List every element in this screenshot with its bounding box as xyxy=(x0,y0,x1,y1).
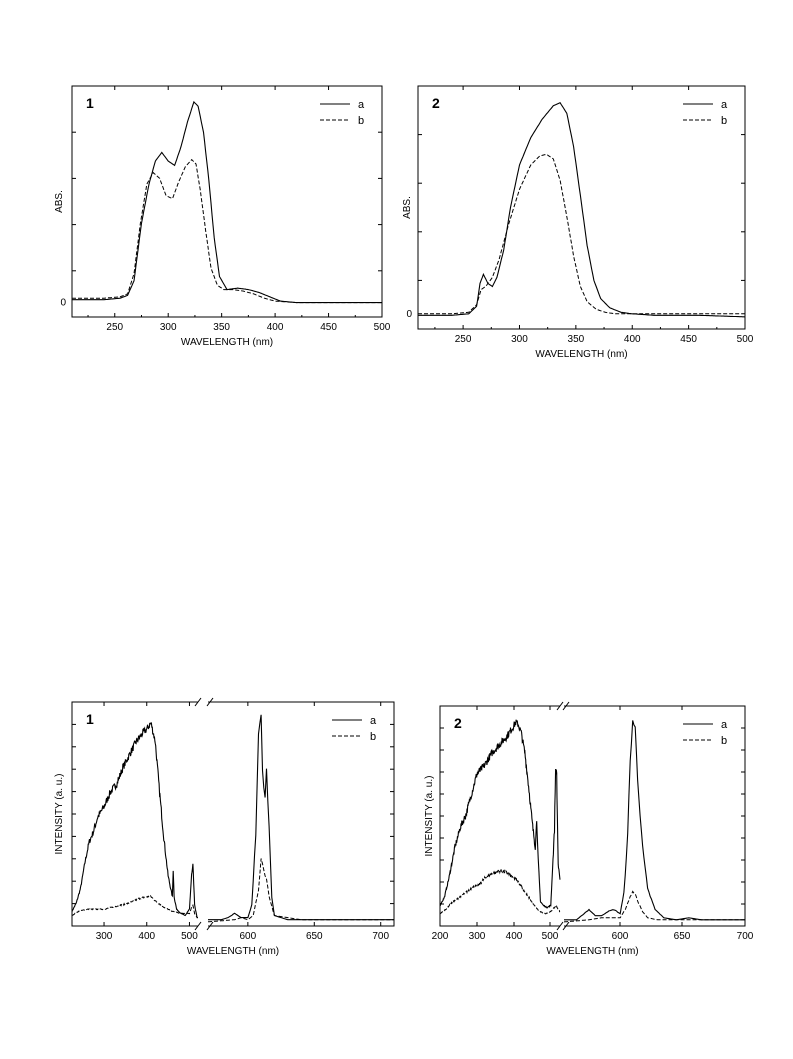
x-tick-label: 500 xyxy=(542,931,559,942)
series-line-b xyxy=(72,158,382,304)
axis-break-mark xyxy=(206,697,214,707)
x-tick-label: 400 xyxy=(267,322,284,333)
series-line-a xyxy=(72,100,382,304)
series-line-a xyxy=(71,714,394,921)
series-line-b xyxy=(439,868,745,923)
y-axis-label: INTENSITY (a. u.) xyxy=(54,774,65,855)
x-axis-label: WAVELENGTH (nm) xyxy=(181,337,273,348)
axis-break-mark xyxy=(562,921,570,931)
series-line-b xyxy=(71,858,394,923)
x-tick-label: 200 xyxy=(432,931,449,942)
panel-label: 2 xyxy=(432,95,440,111)
x-tick-label: 450 xyxy=(320,322,337,333)
axis-break-mark xyxy=(206,921,214,931)
legend-label-a: a xyxy=(721,719,728,731)
y-axis-label: ABS. xyxy=(54,190,65,213)
axis-break-mark xyxy=(556,921,564,931)
x-tick-label: 600 xyxy=(240,931,257,942)
x-tick-label: 700 xyxy=(737,931,754,942)
panel-label: 2 xyxy=(454,715,462,731)
x-tick-label: 500 xyxy=(737,334,754,345)
series-line-b xyxy=(418,153,745,315)
y-tick-label: 0 xyxy=(406,309,412,320)
x-tick-label: 650 xyxy=(674,931,691,942)
x-tick-label: 500 xyxy=(374,322,391,333)
legend-label-a: a xyxy=(358,99,365,111)
panel-label: 1 xyxy=(86,711,94,727)
x-tick-label: 600 xyxy=(612,931,629,942)
axis-break-mark xyxy=(562,701,570,711)
legend-label-a: a xyxy=(721,99,728,111)
legend-label-a: a xyxy=(370,715,377,727)
x-tick-label: 400 xyxy=(506,931,523,942)
x-tick-label: 250 xyxy=(455,334,472,345)
axis-break-mark xyxy=(556,701,564,711)
panel-label: 1 xyxy=(86,95,94,111)
y-axis-label: INTENSITY (a. u.) xyxy=(424,776,435,857)
y-tick-label: 0 xyxy=(60,298,66,309)
series-line-a xyxy=(418,102,746,318)
legend-label-b: b xyxy=(721,735,727,747)
x-axis-label: WAVELENGTH (nm) xyxy=(187,946,279,957)
plot-frame-abs-1 xyxy=(71,85,383,318)
x-tick-label: 400 xyxy=(138,931,155,942)
x-tick-label: 650 xyxy=(306,931,323,942)
x-tick-label: 350 xyxy=(568,334,585,345)
x-axis-label: WAVELENGTH (nm) xyxy=(546,946,638,957)
axis-break-mark xyxy=(194,921,202,931)
legend-label-b: b xyxy=(721,115,727,127)
x-tick-label: 300 xyxy=(511,334,528,345)
y-axis-label: ABS. xyxy=(402,196,413,219)
x-tick-label: 300 xyxy=(160,322,177,333)
x-tick-label: 250 xyxy=(106,322,123,333)
legend-label-b: b xyxy=(370,731,376,743)
plot-frame-abs-2 xyxy=(417,85,746,330)
legend-label-b: b xyxy=(358,115,364,127)
x-tick-label: 400 xyxy=(624,334,641,345)
plot-frame-em-2 xyxy=(439,705,746,927)
axis-break-mark xyxy=(194,697,202,707)
x-tick-label: 700 xyxy=(372,931,389,942)
x-tick-label: 300 xyxy=(469,931,486,942)
x-axis-label: WAVELENGTH (nm) xyxy=(535,349,627,360)
series-line-a xyxy=(439,719,745,921)
x-tick-label: 500 xyxy=(181,931,198,942)
x-tick-label: 300 xyxy=(96,931,113,942)
x-tick-label: 350 xyxy=(213,322,230,333)
x-tick-label: 450 xyxy=(680,334,697,345)
